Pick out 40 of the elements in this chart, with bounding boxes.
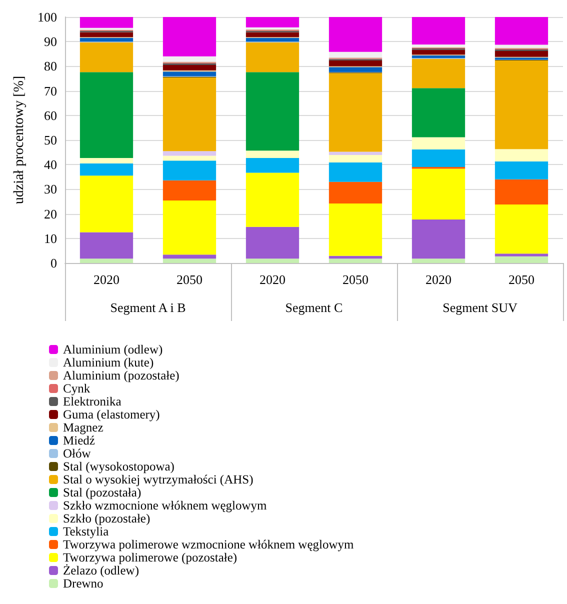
legend-label: Tekstylia — [63, 524, 110, 538]
legend-label: Aluminium (kute) — [63, 356, 154, 370]
y-tick-label: 80 — [44, 58, 57, 74]
text: Segment A i B — [110, 300, 186, 315]
legend-label: Szkło (pozostałe) — [63, 512, 150, 526]
legend-label: Aluminium (pozostałe) — [63, 368, 180, 382]
legend-label: Aluminium (odlew) — [63, 342, 163, 356]
legend-label: Elektronika — [63, 394, 122, 408]
legend-label: Żelazo (odlew) — [63, 564, 140, 578]
y-tick-label: 90 — [44, 34, 57, 50]
legend-label: Drewno — [63, 576, 104, 590]
legend-label: Stal (wysokostopowa) — [63, 460, 174, 474]
x-tick-label: 2020 — [426, 272, 452, 287]
x-tick-label: 2050 — [508, 272, 534, 287]
legend-label: Szkło wzmocnione włóknem węglowym — [63, 498, 268, 512]
y-tick-label: 30 — [44, 182, 57, 197]
y-axis-title: udział procentowy [%] — [12, 76, 28, 204]
text: Segment C — [285, 300, 343, 315]
y-tick-label: 0 — [50, 256, 57, 270]
legend-label: Cynk — [63, 382, 91, 396]
legend-label: Tworzywa polimerowe wzmocnione włóknem węglowym — [63, 538, 354, 552]
legend-label: Stal (pozostała) — [63, 486, 142, 500]
y-tick-label: 20 — [44, 206, 57, 222]
x-tick-label: 2020 — [94, 272, 120, 287]
y-tick-label: 60 — [44, 108, 57, 123]
legend-label: Ołów — [63, 446, 91, 460]
y-tick-label: 50 — [44, 132, 57, 148]
x-tick-label: 2050 — [176, 272, 202, 287]
text: Segment SUV — [442, 300, 518, 315]
x-tick-label: 2020 — [260, 272, 286, 287]
y-tick-label: 40 — [44, 157, 57, 172]
legend-label: Miedź — [63, 434, 96, 448]
legend-label: Magnez — [63, 420, 104, 434]
y-tick-label: 70 — [44, 83, 57, 98]
legend-label: Stal o wysokiej wytrzymałości (AHS) — [63, 472, 254, 486]
x-tick-label: 2050 — [342, 272, 368, 287]
legend-label: Guma (elastomery) — [63, 408, 160, 422]
y-tick-label: 100 — [38, 10, 57, 24]
y-tick-label: 10 — [44, 230, 57, 246]
legend-label: Tworzywa polimerowe (pozostałe) — [63, 550, 238, 564]
